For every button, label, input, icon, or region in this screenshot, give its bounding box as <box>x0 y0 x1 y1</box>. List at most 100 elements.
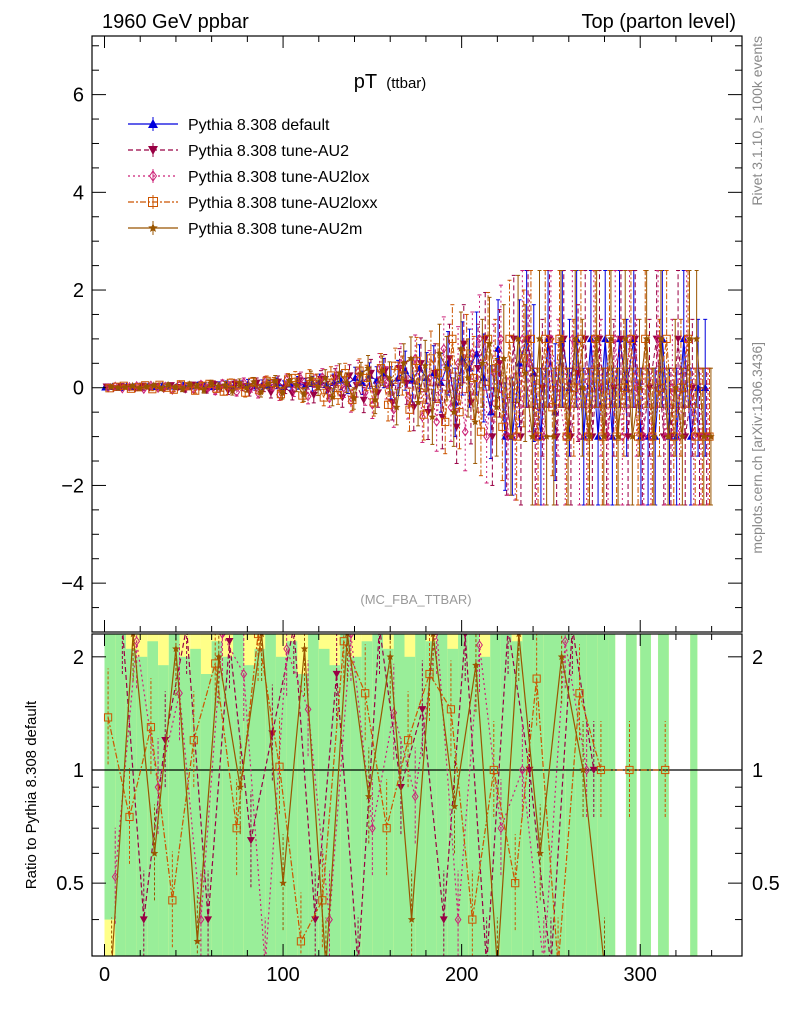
data-point <box>424 408 433 417</box>
ratio-point <box>204 916 213 924</box>
data-point <box>378 366 387 374</box>
header-right: Top (parton level) <box>581 11 736 33</box>
band-inner <box>586 634 598 956</box>
ratio-y-tick-label-right: 1 <box>752 760 763 782</box>
data-point <box>466 399 475 407</box>
data-point <box>585 432 594 440</box>
ratio-y-tick-label-right: 0.5 <box>752 873 780 895</box>
data-point <box>218 378 226 389</box>
ratio-point <box>516 634 522 638</box>
data-point <box>264 379 272 388</box>
data-point <box>271 376 279 385</box>
ratio-series-0 <box>118 624 598 970</box>
ratio-point <box>536 849 544 857</box>
data-point <box>178 385 187 393</box>
data-point <box>494 344 503 352</box>
ratio-point <box>489 765 498 775</box>
ratio-point <box>368 823 376 834</box>
ratio-point <box>407 915 416 923</box>
data-point <box>692 334 701 343</box>
data-point <box>514 334 522 343</box>
data-point <box>428 413 437 421</box>
data-point <box>307 374 315 382</box>
band-inner <box>222 656 234 956</box>
data-point <box>700 432 708 440</box>
data-point <box>564 432 572 440</box>
data-point <box>507 432 515 440</box>
data-point <box>624 433 633 441</box>
ratio-point <box>403 736 413 745</box>
band-inner <box>608 634 616 956</box>
data-point <box>421 361 429 369</box>
y-tick-label: 0 <box>73 378 84 400</box>
data-point <box>500 354 508 362</box>
ratio-point <box>304 704 312 715</box>
mcplots-label: mcplots.cern.ch [arXiv:1306.3436] <box>749 342 765 554</box>
ratio-point <box>322 963 330 970</box>
legend-label: Pythia 8.308 tune-AU2m <box>188 221 362 238</box>
data-point <box>538 384 547 392</box>
data-point <box>183 382 193 391</box>
data-point <box>278 389 287 397</box>
ratio-point <box>215 652 223 661</box>
band-inner <box>597 634 609 956</box>
data-point <box>407 354 415 362</box>
data-point <box>324 386 333 395</box>
data-point <box>478 359 487 367</box>
data-point <box>250 377 258 386</box>
band-inner <box>243 665 255 956</box>
ratio-point <box>494 963 502 970</box>
ratio-point <box>344 634 350 638</box>
data-point <box>571 334 579 343</box>
data-point <box>171 383 179 391</box>
ratio-point <box>661 765 670 775</box>
ratio-point <box>361 689 370 698</box>
ratio-point <box>246 837 255 845</box>
data-point <box>545 335 554 343</box>
band-inner <box>265 634 276 956</box>
band-inner <box>286 641 298 956</box>
data-point <box>619 383 628 392</box>
data-point <box>342 378 351 387</box>
plot-title: pT (ttbar) <box>354 71 427 93</box>
data-point <box>635 383 644 391</box>
data-point <box>235 378 244 387</box>
ratio-point <box>240 669 248 679</box>
data-point <box>492 403 501 411</box>
ratio-point <box>118 624 126 631</box>
data-point <box>505 334 514 343</box>
ratio-point <box>596 765 606 775</box>
band-inner <box>458 634 469 956</box>
ratio-point <box>133 636 141 647</box>
data-point <box>476 427 486 436</box>
x-tick-label: 300 <box>624 964 657 986</box>
ratio-point <box>462 634 468 638</box>
band-inner <box>233 634 244 956</box>
ratio-line <box>107 634 666 956</box>
main-plot-frame <box>91 35 743 633</box>
band-inner <box>350 656 362 956</box>
data-point <box>150 381 158 389</box>
data-point <box>491 364 500 373</box>
ratio-point <box>354 963 362 970</box>
data-point <box>685 334 694 343</box>
data-point <box>442 364 451 372</box>
ratio-point <box>193 937 202 945</box>
data-point <box>476 334 483 344</box>
data-point <box>542 432 551 440</box>
data-point <box>440 343 448 354</box>
plot-title-sub: (ttbar) <box>386 75 426 92</box>
ratio-point <box>218 634 226 639</box>
ratio-point <box>557 652 566 661</box>
data-point <box>521 369 529 377</box>
ratio-point <box>418 706 427 714</box>
y-tick-label: −2 <box>61 475 84 497</box>
y-tick-label: 2 <box>73 280 84 302</box>
data-point <box>495 360 504 368</box>
ratio-point <box>601 963 609 970</box>
data-point <box>664 432 672 440</box>
ratio-y-tick-label-right: 2 <box>752 647 763 669</box>
data-point <box>309 391 318 400</box>
data-point <box>221 380 229 388</box>
data-point <box>642 334 651 343</box>
